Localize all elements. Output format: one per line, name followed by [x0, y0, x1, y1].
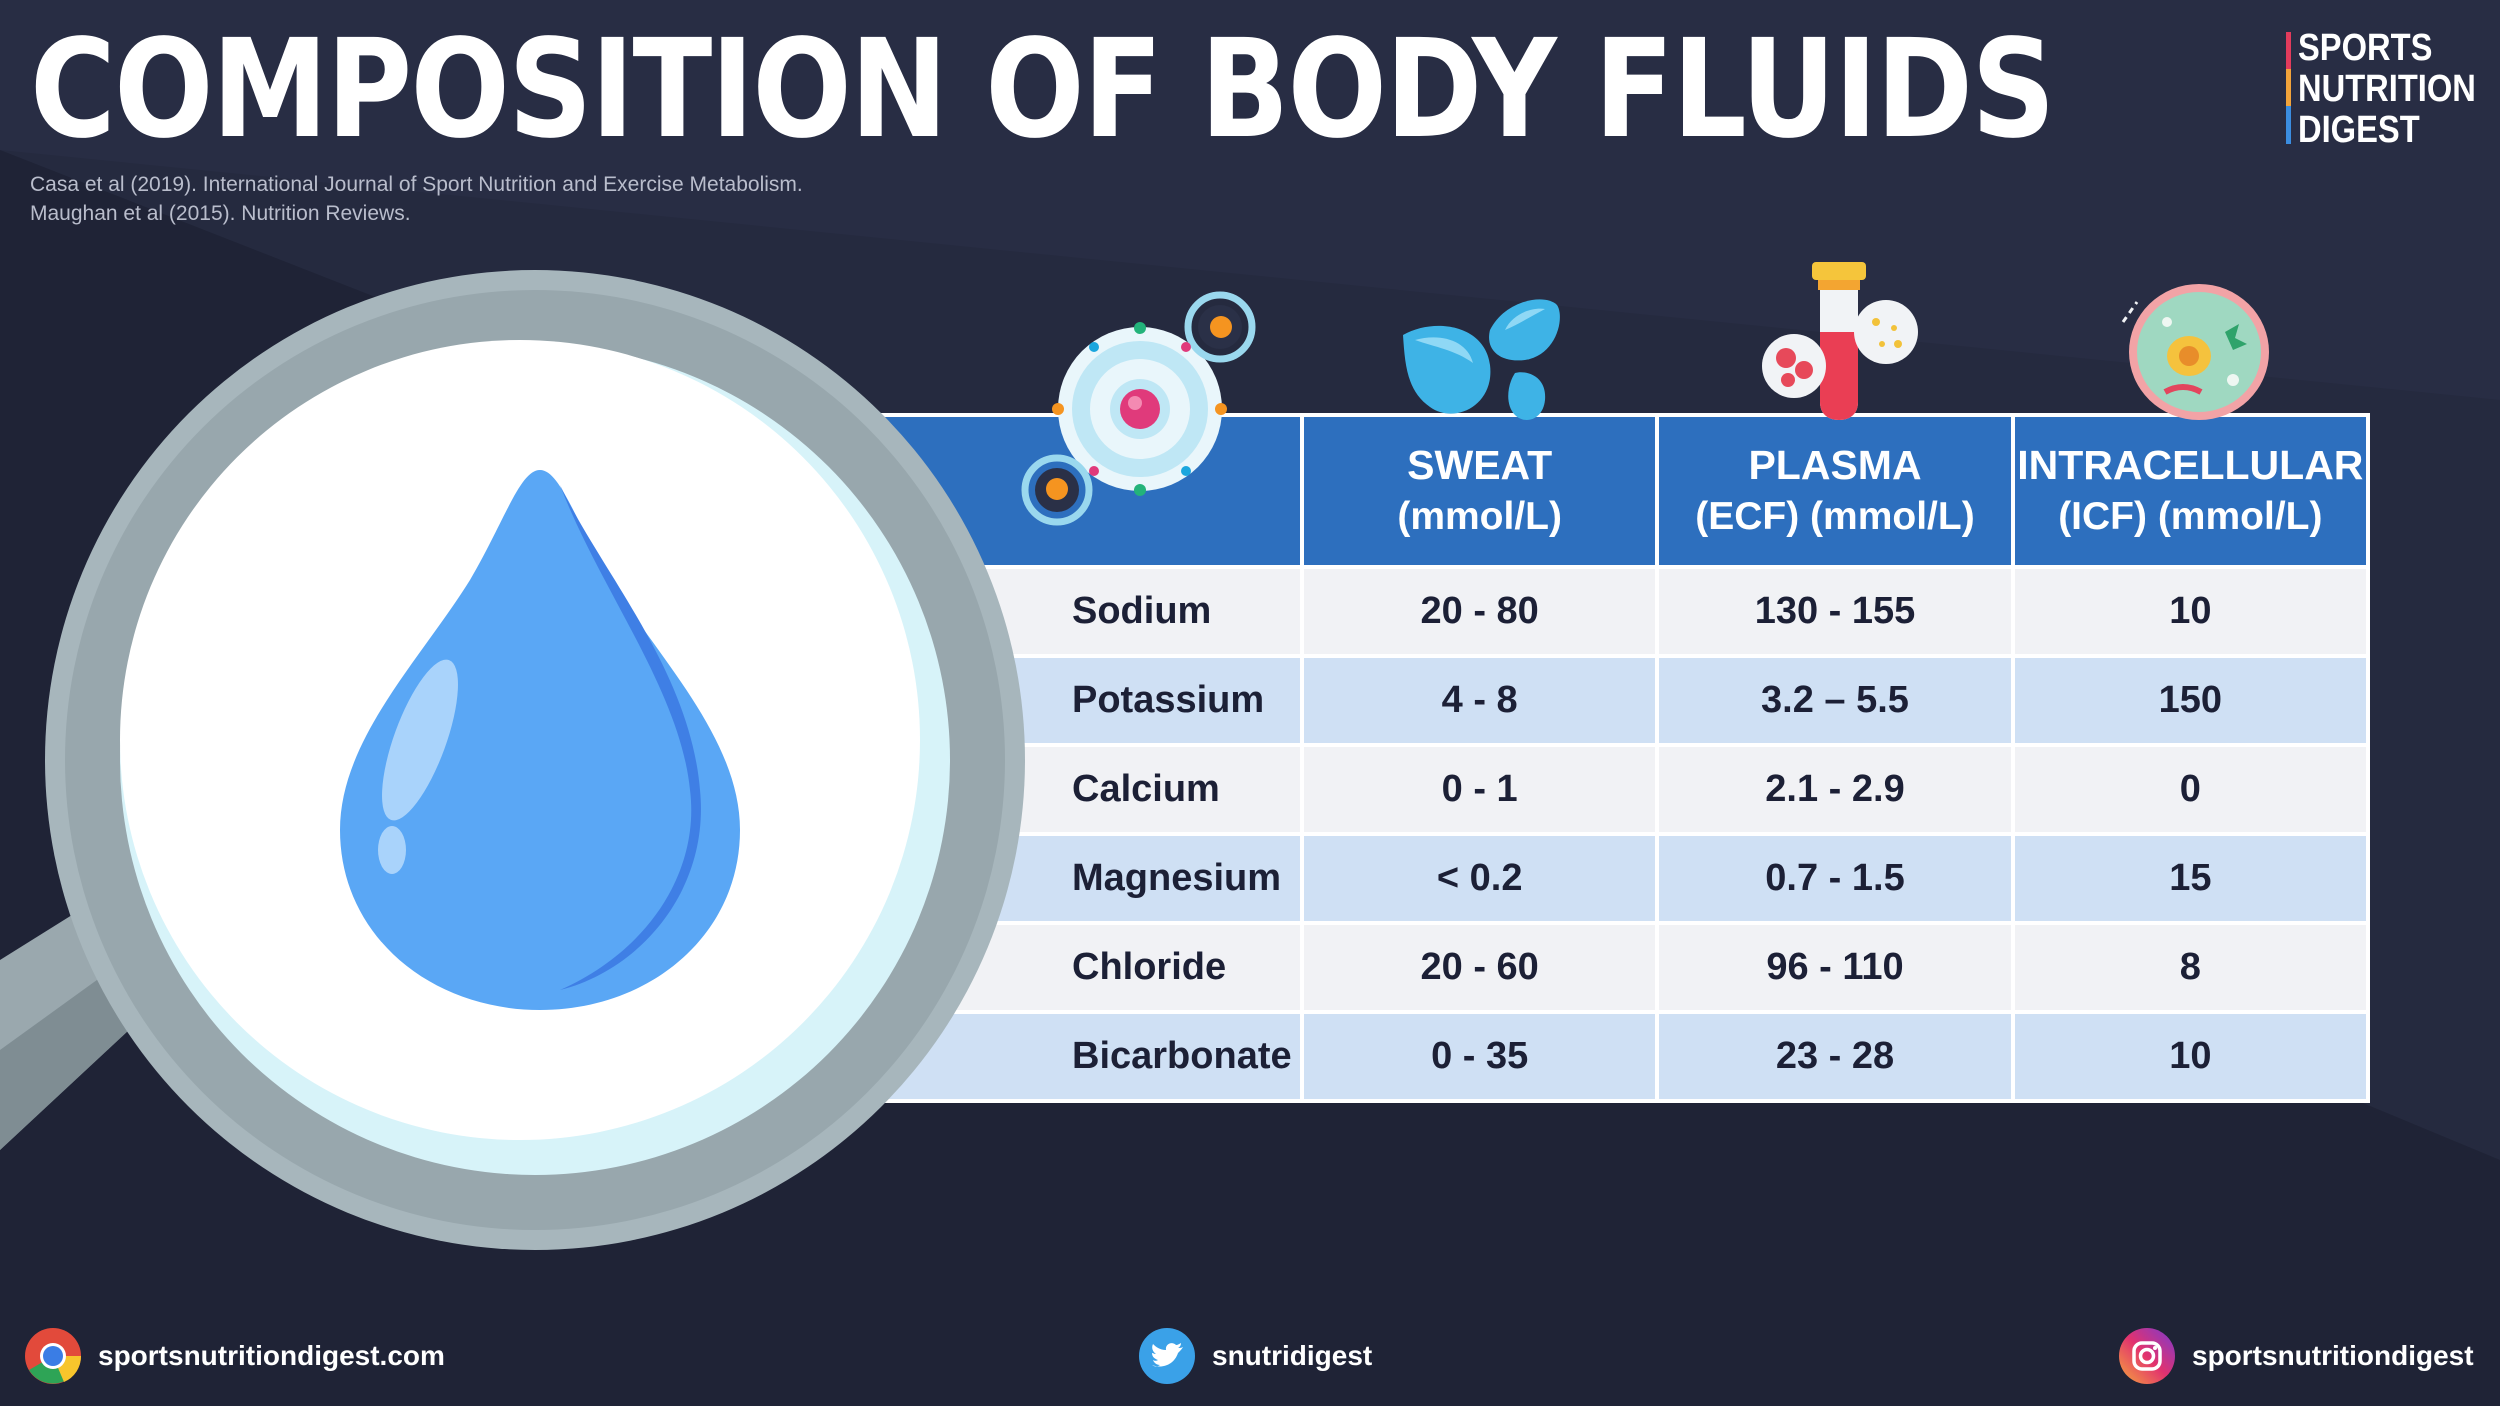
column-header-title: INTRACELLULAR — [2017, 442, 2364, 488]
sweat-drops-icon — [1403, 299, 1560, 420]
column-header-title: SWEAT — [1407, 442, 1553, 488]
reference-line: Maughan et al (2015). Nutrition Reviews. — [30, 202, 411, 225]
chrome-icon — [25, 1328, 82, 1384]
electrolyte-name: Bicarbonate — [860, 1010, 1304, 1103]
column-header-sweat: SWEAT (mmol/L) — [1299, 413, 1660, 569]
column-header-plasma: PLASMA (ECF) (mmol/L) — [1655, 413, 2015, 569]
table-row: Chloride 20 - 60 96 - 110 8 — [860, 921, 2371, 1014]
logo-line: DIGEST — [2298, 109, 2420, 151]
table-row: Potassium 4 - 8 3.2 – 5.5 150 — [860, 654, 2371, 747]
sweat-value: 20 - 60 — [1299, 921, 1660, 1014]
reference-line: Casa et al (2019). International Journal… — [30, 173, 803, 196]
icf-value: 10 — [2010, 565, 2371, 658]
plasma-value: 3.2 – 5.5 — [1655, 654, 2015, 747]
logo-color-bar — [2286, 32, 2291, 144]
plasma-value: 2.1 - 2.9 — [1655, 743, 2015, 836]
table-row: Calcium 0 - 1 2.1 - 2.9 0 — [860, 743, 2371, 836]
instagram-handle[interactable]: sportsnutritiondigest — [2192, 1340, 2474, 1371]
footer-website[interactable]: sportsnutritiondigest.com — [24, 1327, 445, 1385]
twitter-handle[interactable]: snutridigest — [1212, 1340, 1373, 1371]
icf-value: 15 — [2010, 832, 2371, 925]
composition-table: SWEAT (mmol/L) PLASMA (ECF) (mmol/L) INT… — [860, 413, 2371, 1103]
column-header-unit: (ICF) (mmol/L) — [2058, 495, 2323, 538]
sweat-value: 20 - 80 — [1299, 565, 1660, 658]
sweat-value: 0 - 1 — [1299, 743, 1660, 836]
plasma-value: 0.7 - 1.5 — [1655, 832, 2015, 925]
footer-instagram[interactable]: sportsnutritiondigest — [2118, 1327, 2474, 1385]
column-header-unit: (ECF) (mmol/L) — [1695, 495, 1975, 538]
sweat-value: 0 - 35 — [1299, 1010, 1660, 1103]
icf-value: 8 — [2010, 921, 2371, 1014]
cell-icon — [2121, 284, 2269, 420]
icf-value: 150 — [2010, 654, 2371, 747]
icf-value: 0 — [2010, 743, 2371, 836]
twitter-icon — [1139, 1328, 1195, 1384]
page-title: COMPOSITION OF BODY FLUIDS — [30, 11, 2056, 169]
test-tube-icon — [1762, 262, 1918, 420]
footer-twitter[interactable]: snutridigest — [1138, 1327, 1372, 1385]
table-row: Bicarbonate 0 - 35 23 - 28 10 — [860, 1010, 2371, 1103]
sweat-value: 4 - 8 — [1299, 654, 1660, 747]
sweat-value: < 0.2 — [1299, 832, 1660, 925]
atom-icon — [1021, 291, 1256, 526]
table-row: Sodium 20 - 80 130 - 155 10 — [860, 565, 2371, 658]
column-header-unit: (mmol/L) — [1397, 495, 1562, 538]
plasma-value: 130 - 155 — [1655, 565, 2015, 658]
logo-line: NUTRITION — [2298, 68, 2476, 110]
magnifying-glass-water-drop-icon — [0, 270, 1025, 1250]
column-header-intracellular: INTRACELLULAR (ICF) (mmol/L) — [2010, 413, 2371, 569]
plasma-value: 96 - 110 — [1655, 921, 2015, 1014]
instagram-icon — [2119, 1328, 2175, 1384]
website-link[interactable]: sportsnutritiondigest.com — [98, 1340, 445, 1371]
references: Casa et al (2019). International Journal… — [30, 170, 803, 228]
plasma-value: 23 - 28 — [1655, 1010, 2015, 1103]
icf-value: 10 — [2010, 1010, 2371, 1103]
column-header-title: PLASMA — [1748, 442, 1922, 488]
table-row: Magnesium < 0.2 0.7 - 1.5 15 — [860, 832, 2371, 925]
logo-line: SPORTS — [2298, 27, 2433, 69]
